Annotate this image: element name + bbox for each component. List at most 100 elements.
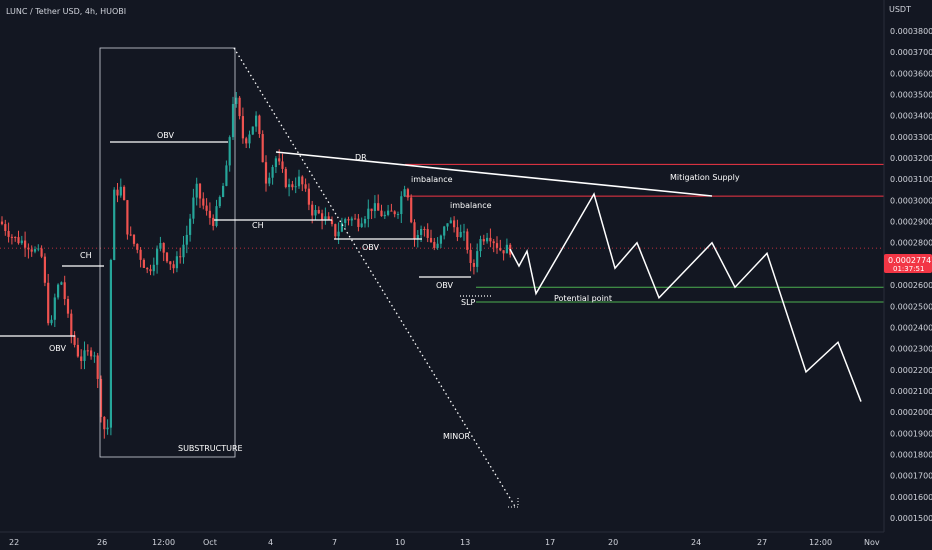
candle-body xyxy=(393,211,396,215)
substructure-box xyxy=(99,47,236,458)
candle-body xyxy=(14,237,17,239)
candle-body xyxy=(195,183,198,198)
candle-body xyxy=(396,214,400,216)
candle-body xyxy=(479,239,482,252)
candle-body xyxy=(387,210,390,215)
candle-body xyxy=(327,216,330,220)
candle-body xyxy=(446,223,449,227)
candle-body xyxy=(433,241,436,248)
candle-body xyxy=(278,158,281,162)
candle-body xyxy=(377,203,380,211)
time-tick-label: 17 xyxy=(545,538,555,547)
candle-body xyxy=(383,214,386,217)
minor-trendline xyxy=(233,47,517,509)
candle-body xyxy=(505,244,508,254)
candle-body xyxy=(321,213,324,221)
candle-body xyxy=(314,209,317,216)
price-tick-label: 0.00015000 xyxy=(890,514,932,523)
candle-body xyxy=(499,247,502,251)
candle-body xyxy=(208,210,211,218)
label-potential-point: Potential point xyxy=(554,294,612,303)
candle-body xyxy=(93,355,96,357)
candle-body xyxy=(146,267,149,270)
label-imbalance-2: imbalance xyxy=(450,201,492,210)
candle-body xyxy=(476,251,479,267)
candle-body xyxy=(400,196,403,215)
candle-body xyxy=(129,234,132,236)
candle-body xyxy=(462,231,466,233)
candle-body xyxy=(99,378,103,417)
candle-body xyxy=(152,264,155,272)
candle-body xyxy=(43,256,46,283)
time-tick-label: 26 xyxy=(97,538,107,547)
candle-body xyxy=(202,198,205,206)
candle-body xyxy=(456,227,459,238)
candle-body xyxy=(142,259,145,268)
candle-body xyxy=(198,183,202,199)
candle-body xyxy=(261,134,264,163)
chart-title: LUNC / Tether USD, 4h, HUOBI xyxy=(6,7,126,16)
candle-body xyxy=(347,219,350,221)
last-price-badge xyxy=(884,254,932,273)
time-tick-label: 22 xyxy=(9,538,19,547)
candle-body xyxy=(20,240,23,244)
candle-body xyxy=(370,208,373,212)
time-tick-label: 10 xyxy=(395,538,405,547)
candle-body xyxy=(486,237,489,242)
candle-body xyxy=(420,228,423,235)
label-ch-2: CH xyxy=(252,221,264,230)
label-obv-4: OBV xyxy=(436,281,454,290)
candle-body xyxy=(132,234,136,244)
candle-body xyxy=(492,241,495,244)
candle-body xyxy=(423,228,426,230)
candle-body xyxy=(57,284,60,298)
candle-body xyxy=(466,231,469,250)
candle-body xyxy=(113,189,116,260)
time-tick-label: 4 xyxy=(268,538,273,547)
candle-body xyxy=(360,223,363,227)
candle-body xyxy=(301,176,304,185)
candle-body xyxy=(241,116,244,139)
candle-body xyxy=(83,350,86,361)
label-mitigation-supply: Mitigation Supply xyxy=(670,173,740,182)
candle-body xyxy=(426,229,429,238)
candle-body xyxy=(119,186,122,196)
time-axis-layer: 22 26 12:00 Oct 4 7 10 13 17 20 24 27 12:00 Nov xyxy=(0,531,884,547)
label-obv-1: OBV xyxy=(157,131,175,140)
candle-body xyxy=(212,217,215,226)
candle-body xyxy=(357,218,360,227)
time-tick-label: 24 xyxy=(691,538,701,547)
candle-body xyxy=(159,242,162,249)
candle-body xyxy=(231,103,235,138)
candle-body xyxy=(50,319,53,324)
candle-body xyxy=(271,167,274,178)
candle-body xyxy=(380,210,383,217)
candle-body xyxy=(149,269,152,272)
candle-body xyxy=(165,252,169,262)
candle-body xyxy=(340,222,343,232)
candle-body xyxy=(96,355,99,379)
projected-path xyxy=(509,192,862,402)
candle-body xyxy=(109,259,112,428)
candle-body xyxy=(136,243,139,250)
candle-body xyxy=(235,97,238,104)
candle-body xyxy=(307,188,310,205)
candle-body xyxy=(354,218,357,220)
label-obv-2: OBV xyxy=(49,344,67,353)
candle-body xyxy=(413,222,416,239)
candle-body xyxy=(182,244,185,258)
candle-body xyxy=(337,231,340,237)
